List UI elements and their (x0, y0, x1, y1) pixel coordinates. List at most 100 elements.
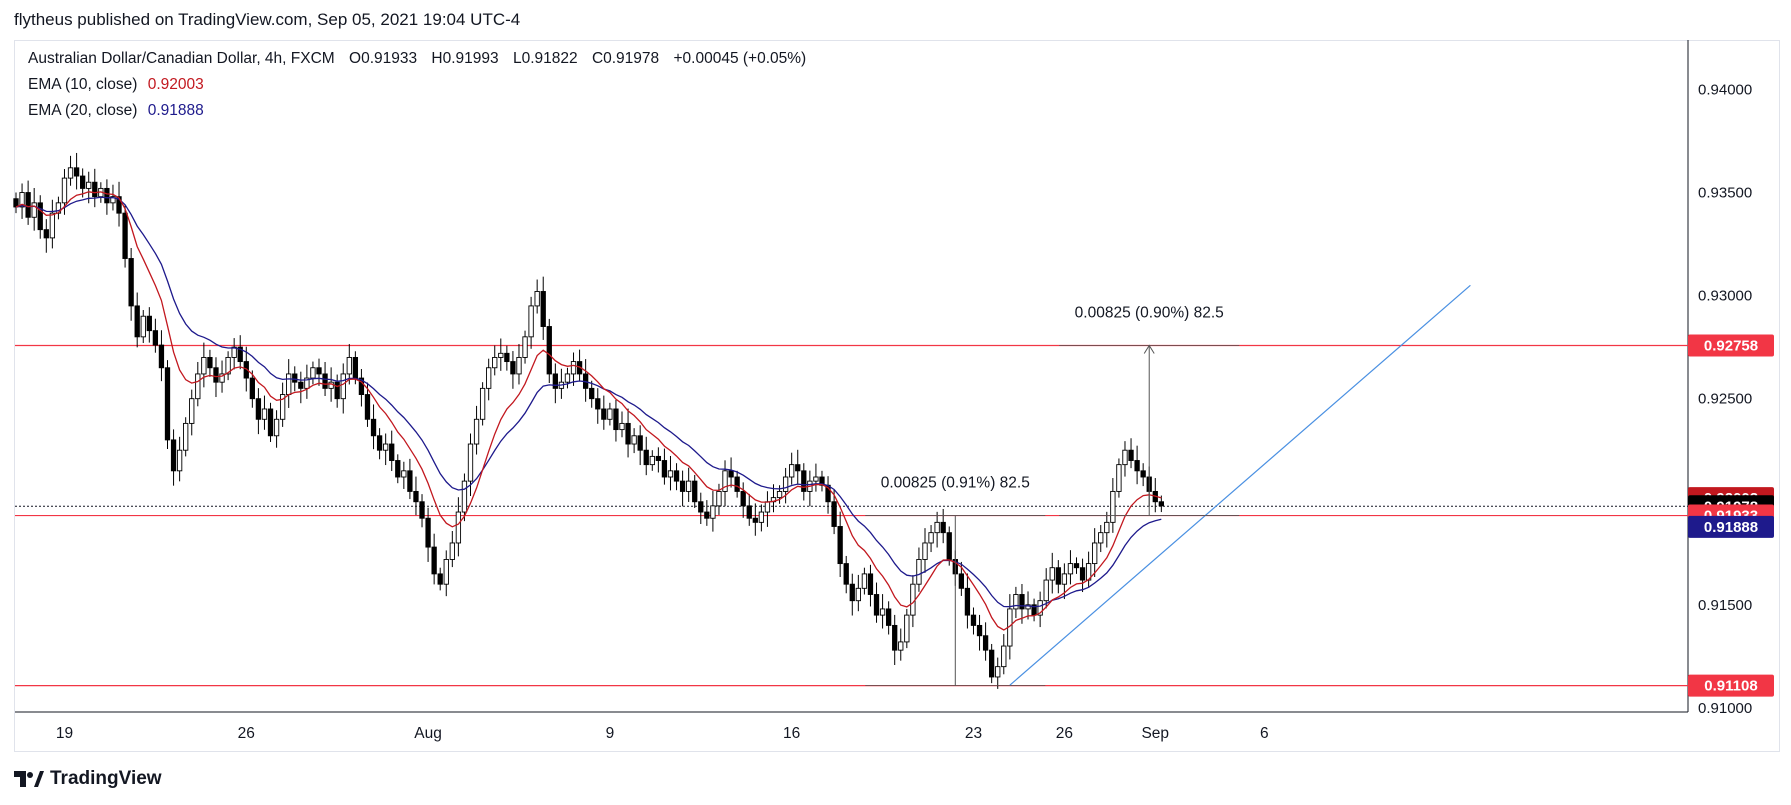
candle-body[interactable] (625, 422, 631, 445)
candle-body[interactable] (607, 408, 613, 420)
candle-body[interactable] (310, 367, 316, 379)
candle-body[interactable] (637, 435, 643, 451)
candle-body[interactable] (86, 181, 92, 189)
candle-body[interactable] (19, 192, 25, 208)
candle-body[interactable] (219, 373, 225, 383)
candle-body[interactable] (843, 563, 849, 585)
candle-body[interactable] (782, 476, 789, 492)
candle-body[interactable] (328, 381, 334, 389)
candle-body[interactable] (364, 394, 371, 420)
candle-body[interactable] (716, 490, 722, 507)
candle-body[interactable] (1043, 579, 1049, 602)
candle-body[interactable] (673, 470, 680, 482)
candle-body[interactable] (692, 480, 698, 503)
candle-body[interactable] (413, 490, 419, 503)
candle-body[interactable] (249, 377, 255, 400)
candle-body[interactable] (1122, 449, 1128, 466)
candle-body[interactable] (395, 460, 401, 478)
candle-body[interactable] (1055, 567, 1061, 585)
candle-body[interactable] (170, 439, 177, 472)
candle-body[interactable] (570, 361, 577, 375)
candle-body[interactable] (189, 398, 195, 424)
candle-body[interactable] (467, 443, 474, 482)
candle-body[interactable] (934, 521, 940, 534)
candle-body[interactable] (134, 305, 140, 338)
candle-body[interactable] (885, 608, 892, 626)
candle-body[interactable] (201, 356, 207, 375)
candle-body[interactable] (67, 167, 74, 179)
candle-body[interactable] (1049, 567, 1055, 581)
candle-body[interactable] (92, 181, 98, 198)
candle-body[interactable] (73, 167, 80, 177)
candle-body[interactable] (649, 455, 655, 466)
candle-body[interactable] (631, 435, 637, 445)
candle-body[interactable] (383, 443, 389, 451)
candle-body[interactable] (613, 408, 619, 431)
candle-body[interactable] (158, 344, 165, 369)
trend-line[interactable] (1009, 284, 1471, 686)
candle-body[interactable] (795, 464, 801, 472)
candle-body[interactable] (861, 573, 868, 589)
candle-body[interactable] (128, 258, 134, 307)
candle-body[interactable] (916, 559, 922, 585)
candle-body[interactable] (473, 418, 480, 445)
candle-body[interactable] (734, 476, 740, 492)
candle-body[interactable] (764, 501, 771, 513)
candle-body[interactable] (746, 505, 752, 519)
candle-body[interactable] (43, 229, 49, 239)
candle-body[interactable] (958, 573, 965, 589)
candle-body[interactable] (213, 367, 219, 383)
candle-body[interactable] (601, 408, 607, 420)
candle-body[interactable] (334, 381, 340, 400)
candle-body[interactable] (479, 387, 486, 420)
candle-body[interactable] (989, 649, 995, 678)
candle-body[interactable] (1098, 532, 1104, 544)
candle-body[interactable] (419, 501, 425, 519)
candle-body[interactable] (970, 614, 977, 626)
candle-body[interactable] (116, 196, 122, 214)
candle-body[interactable] (376, 435, 383, 451)
candle-body[interactable] (461, 480, 468, 513)
candle-body[interactable] (831, 501, 837, 527)
candle-body[interactable] (867, 573, 874, 595)
candle-body[interactable] (164, 367, 171, 441)
candle-body[interactable] (286, 373, 292, 396)
candle-body[interactable] (152, 330, 159, 346)
candle-body[interactable] (710, 505, 716, 519)
candle-body[interactable] (619, 422, 625, 431)
candle-body[interactable] (698, 501, 704, 513)
candle-body[interactable] (946, 532, 952, 560)
candle-body[interactable] (879, 608, 886, 616)
candle-body[interactable] (207, 356, 213, 369)
candle-body[interactable] (225, 356, 231, 375)
candle-body[interactable] (752, 517, 758, 523)
candle-body[interactable] (31, 202, 37, 218)
candle-body[interactable] (340, 373, 346, 400)
candle-body[interactable] (37, 202, 43, 231)
candle-body[interactable] (401, 470, 407, 478)
candle-body[interactable] (61, 177, 68, 204)
candle-body[interactable] (1079, 567, 1086, 581)
candle-body[interactable] (195, 373, 201, 400)
candle-body[interactable] (789, 464, 795, 478)
candle-body[interactable] (522, 336, 528, 358)
candle-body[interactable] (940, 521, 946, 534)
candle-body[interactable] (928, 532, 934, 544)
candle-body[interactable] (498, 352, 504, 358)
candle-body[interactable] (261, 408, 268, 420)
candle-body[interactable] (704, 511, 710, 519)
candle-body[interactable] (146, 315, 152, 332)
candle-body[interactable] (982, 635, 989, 651)
candle-body[interactable] (546, 326, 552, 375)
candle-body[interactable] (995, 666, 1001, 678)
candle-body[interactable] (516, 356, 522, 375)
candle-body[interactable] (910, 583, 916, 616)
candle-body[interactable] (407, 470, 413, 492)
candle-body[interactable] (1128, 449, 1134, 461)
candle-body[interactable] (298, 381, 304, 389)
legend-ema20-row[interactable]: EMA (20, close) 0.91888 (28, 102, 214, 120)
candle-body[interactable] (758, 511, 765, 523)
candle-body[interactable] (1140, 470, 1146, 478)
candle-body[interactable] (964, 587, 971, 616)
candle-body[interactable] (892, 624, 898, 651)
